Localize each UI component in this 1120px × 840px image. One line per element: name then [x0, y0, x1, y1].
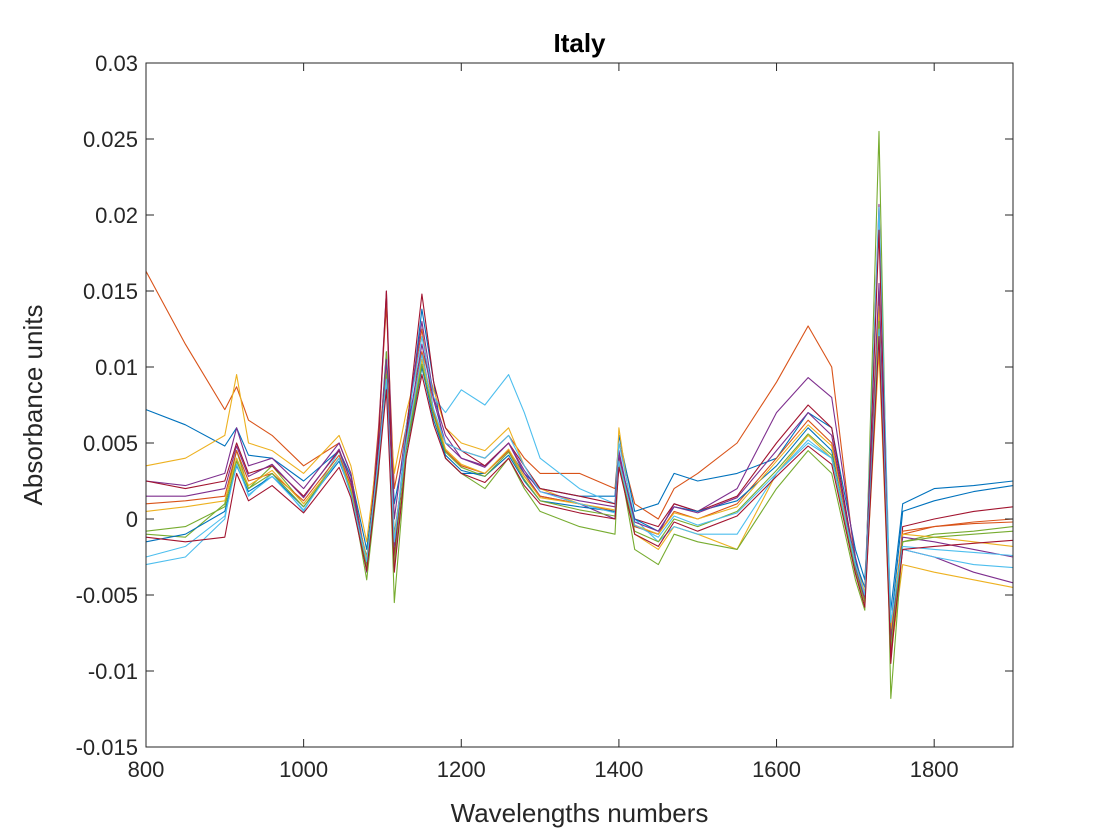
y-axis-title: Absorbance units	[18, 305, 48, 506]
y-tick-label: 0.015	[83, 279, 138, 304]
y-tick-label: 0	[126, 507, 138, 532]
x-tick-label: 1400	[594, 757, 643, 782]
y-tick-label: 0.025	[83, 127, 138, 152]
x-tick-label: 1600	[752, 757, 801, 782]
y-tick-label: -0.005	[76, 583, 138, 608]
x-tick-label: 800	[128, 757, 165, 782]
ticks-layer: 800 1000 1200 1400 1600 1800 -0.015 -0.01 -0.005…	[76, 51, 1013, 782]
series-line	[145, 328, 1014, 623]
x-axis-title: Wavelengths numbers	[451, 798, 709, 828]
series-layer	[145, 130, 1014, 699]
y-tick-label: 0.03	[95, 51, 138, 76]
series-line	[145, 320, 1014, 649]
y-tick-label: 0.005	[83, 431, 138, 456]
chart-title: Italy	[553, 28, 606, 58]
y-tick-label: 0.01	[95, 355, 138, 380]
x-tick-label: 1200	[437, 757, 486, 782]
x-tick-label: 1800	[910, 757, 959, 782]
y-tick-label: 0.02	[95, 203, 138, 228]
axes-box	[145, 62, 1014, 748]
series-line	[146, 282, 1014, 642]
y-tick-label: -0.01	[88, 659, 138, 684]
x-tick-label: 1000	[279, 757, 328, 782]
series-line	[145, 336, 1014, 657]
y-tick-label: -0.015	[76, 735, 138, 760]
